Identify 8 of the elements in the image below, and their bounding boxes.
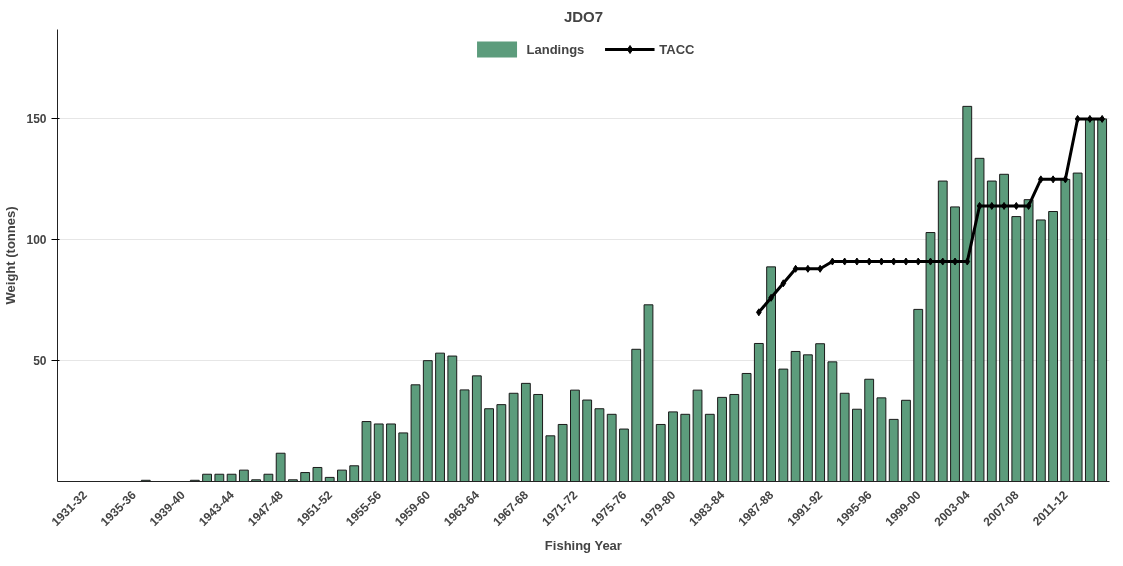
legend-label: TACC (659, 41, 695, 57)
y-axis-title: Weight (tonnes) (3, 206, 19, 305)
y-tick-label: 150 (26, 112, 47, 127)
y-tick-label: 100 (26, 233, 47, 248)
chart-title: JDO7 (563, 7, 604, 25)
legend-label: Landings (526, 41, 585, 57)
x-axis-title: Fishing Year (544, 538, 622, 553)
y-tick-label: 50 (33, 354, 47, 369)
